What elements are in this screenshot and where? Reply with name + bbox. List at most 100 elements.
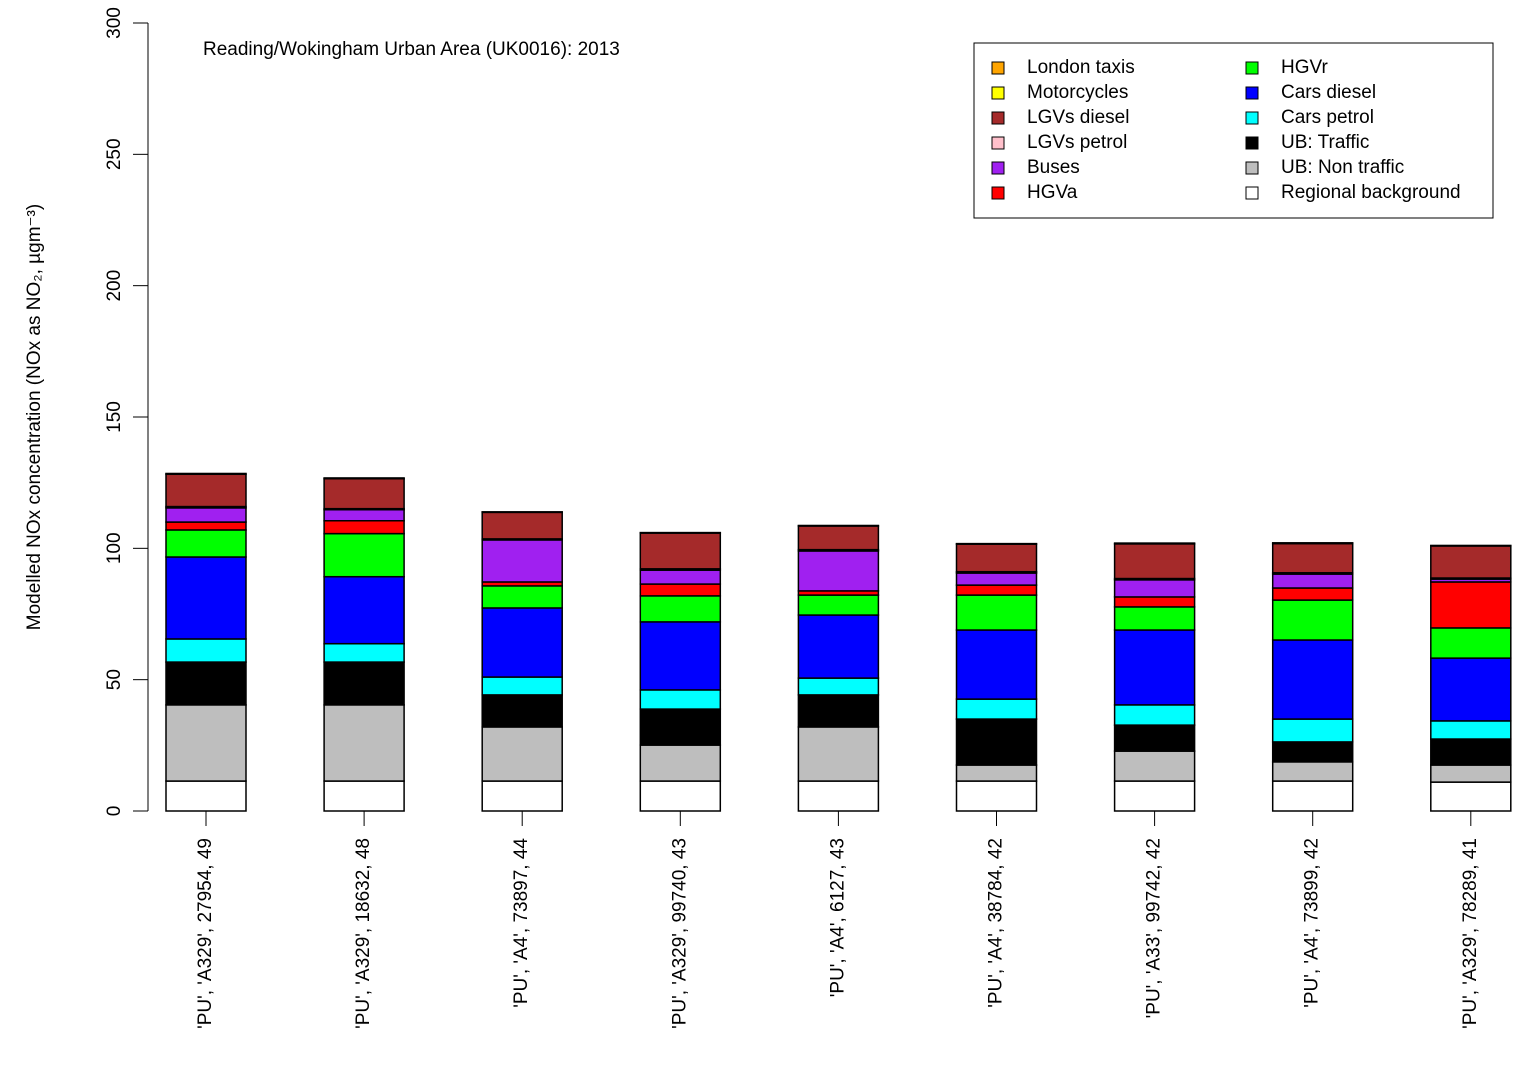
- bar-segment: [797, 550, 880, 592]
- bar-segment: [639, 744, 722, 782]
- legend-label: UB: Traffic: [1281, 132, 1369, 153]
- bar-segment: [955, 718, 1038, 766]
- bar-segment: [323, 575, 405, 645]
- y-tick-label: 300: [104, 7, 125, 39]
- bar-segment: [1113, 780, 1196, 812]
- bar-segment: [639, 595, 722, 623]
- bar-segment: [1113, 704, 1196, 726]
- bar-segment: [165, 556, 247, 640]
- bar-segment: [165, 473, 247, 508]
- x-tick-label: 'PU', 'A329', 78289, 41: [1460, 838, 1481, 1029]
- legend-label: UB: Non traffic: [1281, 157, 1404, 178]
- bar-segment: [1430, 764, 1512, 783]
- bar-segment: [955, 698, 1038, 720]
- bar-segment: [1271, 761, 1354, 782]
- bar-segment: [165, 638, 247, 663]
- bar-segment: [955, 572, 1038, 586]
- bar-segment: [1113, 543, 1196, 580]
- y-tick-label: 0: [104, 806, 125, 817]
- bar-segment: [955, 542, 1038, 545]
- bar-segment: [1113, 579, 1196, 598]
- bar-segment: [1113, 629, 1196, 706]
- legend-box: [973, 42, 1494, 219]
- x-tick-label: 'PU', 'A4', 38784, 42: [986, 838, 1007, 1008]
- bar-segment: [639, 689, 722, 710]
- legend-label: Cars petrol: [1281, 107, 1374, 128]
- bar-segment: [955, 629, 1038, 700]
- bar-segment: [1113, 724, 1196, 752]
- legend-label: Regional background: [1281, 182, 1461, 203]
- bar-segment: [1430, 544, 1512, 547]
- y-tick-label: 100: [104, 532, 125, 564]
- legend-label: LGVs petrol: [1027, 132, 1127, 153]
- bar-segment: [797, 614, 880, 679]
- bar-segment: [323, 780, 405, 812]
- legend-label: HGVa: [1027, 182, 1078, 203]
- bar-segment: [481, 511, 563, 514]
- bar-segment: [1271, 542, 1354, 574]
- x-tick-label: 'PU', 'A4', 73899, 42: [1302, 838, 1323, 1008]
- legend-label: LGVs diesel: [1027, 107, 1129, 128]
- bar-segment: [481, 511, 563, 540]
- bar-segment: [165, 780, 247, 812]
- bar-segment: [165, 704, 247, 782]
- legend-swatch: [1245, 86, 1259, 100]
- bar-segment: [481, 585, 563, 609]
- bar-segment: [797, 524, 880, 527]
- bar-segment: [639, 621, 722, 691]
- bar-segment: [165, 521, 247, 531]
- bar-segment: [955, 584, 1038, 596]
- x-tick-label: 'PU', 'A4', 73897, 44: [511, 838, 532, 1008]
- annotation: Reading/Wokingham Urban Area (UK0016): 2…: [203, 39, 620, 60]
- bar-segment: [797, 525, 880, 551]
- bar-segment: [1113, 606, 1196, 631]
- bar-segment: [1271, 780, 1354, 812]
- bar-segment: [639, 708, 722, 746]
- bar-segment: [797, 780, 880, 812]
- bar-segment: [481, 539, 563, 583]
- bar-segment: [639, 583, 722, 597]
- bar-segment: [481, 607, 563, 678]
- bar-segment: [323, 704, 405, 782]
- legend-swatch: [1245, 161, 1259, 175]
- legend-swatch: [991, 61, 1005, 75]
- bar-segment: [323, 477, 405, 510]
- bar-segment: [323, 642, 405, 663]
- bar-segment: [797, 677, 880, 696]
- legend-swatch: [991, 186, 1005, 200]
- legend-swatch: [991, 136, 1005, 150]
- y-tick-label: 50: [104, 669, 125, 690]
- x-tick-label: 'PU', 'A33', 99742, 42: [1144, 838, 1165, 1018]
- legend-swatch: [1245, 136, 1259, 150]
- bar-segment: [1271, 599, 1354, 641]
- bar-segment: [955, 543, 1038, 573]
- bar-segment: [165, 529, 247, 558]
- bar-segment: [797, 694, 880, 728]
- legend-label: Motorcycles: [1027, 82, 1128, 103]
- bar-segment: [955, 594, 1038, 631]
- bar-segment: [639, 532, 722, 570]
- bar-segment: [1271, 587, 1354, 601]
- bar-segment: [1271, 639, 1354, 720]
- bar-segment: [1430, 657, 1512, 722]
- legend-label: Cars diesel: [1281, 82, 1376, 103]
- bar-segment: [1430, 545, 1512, 579]
- legend-swatch: [1245, 61, 1259, 75]
- legend-label: London taxis: [1027, 57, 1135, 78]
- bar-segment: [481, 780, 563, 812]
- bar-segment: [1113, 750, 1196, 782]
- bar-segment: [639, 780, 722, 812]
- bar-segment: [797, 726, 880, 782]
- bar-segment: [1271, 741, 1354, 763]
- bar-segment: [1430, 627, 1512, 659]
- bar-segment: [1430, 781, 1512, 812]
- bar-segment: [1271, 542, 1354, 545]
- y-tick-label: 250: [104, 138, 125, 170]
- legend-swatch: [1245, 186, 1259, 200]
- legend-swatch: [991, 86, 1005, 100]
- bar-segment: [639, 569, 722, 585]
- bar-segment: [1271, 573, 1354, 589]
- bar-segment: [639, 531, 722, 534]
- x-tick-label: 'PU', 'A329', 27954, 49: [195, 838, 216, 1029]
